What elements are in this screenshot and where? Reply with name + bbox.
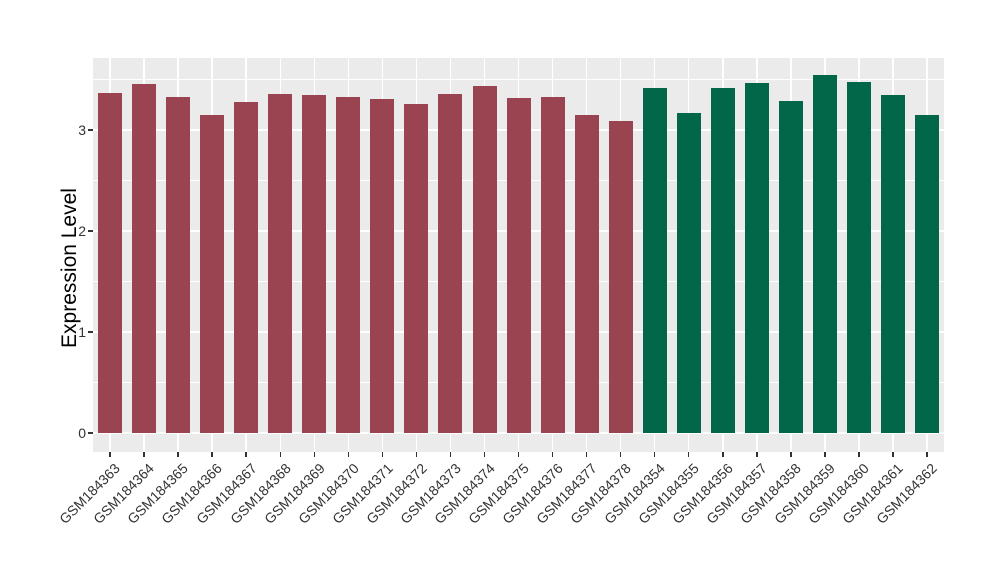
x-tick: [245, 452, 247, 457]
y-tick-label: 0: [78, 424, 86, 441]
bar-GSM184354: [642, 88, 667, 433]
x-tick: [449, 452, 452, 457]
x-tick: [551, 452, 554, 457]
bar-GSM184366: [200, 114, 225, 433]
bar-GSM184359: [812, 75, 837, 433]
x-tick: [585, 452, 588, 457]
y-tick: [88, 129, 93, 131]
plot-panel: [93, 58, 944, 452]
x-tick: [381, 452, 384, 457]
bar-GSM184358: [778, 101, 803, 433]
x-tick: [892, 452, 894, 457]
bar-GSM184368: [268, 94, 293, 433]
y-tick: [88, 331, 93, 333]
x-tick: [653, 452, 656, 457]
x-tick: [722, 452, 724, 457]
x-tick: [347, 452, 349, 457]
bar-GSM184356: [710, 88, 735, 433]
x-tick: [211, 452, 213, 457]
y-tick: [88, 432, 93, 434]
bar-GSM184365: [166, 97, 191, 433]
y-tick-label: 1: [78, 323, 86, 340]
x-tick: [824, 452, 826, 457]
x-tick: [756, 452, 758, 457]
bar-GSM184363: [98, 93, 122, 433]
x-tick: [790, 452, 792, 457]
bar-GSM184357: [744, 83, 769, 433]
bar-GSM184361: [880, 95, 905, 433]
bar-GSM184369: [302, 95, 327, 433]
bar-GSM184362: [915, 114, 939, 433]
bar-GSM184370: [336, 97, 361, 433]
x-tick: [109, 452, 111, 457]
x-tick: [687, 452, 690, 457]
bar-GSM184372: [404, 103, 429, 433]
bar-GSM184355: [676, 112, 701, 433]
y-tick: [88, 230, 93, 232]
bar-GSM184371: [370, 99, 395, 433]
bar-GSM184375: [506, 98, 531, 433]
x-tick: [143, 452, 145, 457]
bar-GSM184364: [132, 84, 157, 433]
x-tick: [415, 452, 418, 457]
y-tick-label: 2: [78, 222, 86, 239]
x-tick: [517, 452, 520, 457]
bar-GSM184374: [472, 86, 497, 433]
x-tick: [858, 452, 860, 457]
x-tick: [483, 452, 486, 457]
bar-GSM184377: [574, 114, 599, 433]
x-tick: [619, 452, 622, 457]
bar-GSM184376: [540, 97, 565, 433]
y-tick-label: 3: [78, 121, 86, 138]
bar-GSM184378: [608, 120, 633, 433]
x-tick: [313, 452, 315, 457]
bar-GSM184360: [846, 82, 871, 433]
x-tick: [177, 452, 179, 457]
x-tick: [926, 452, 928, 457]
bar-GSM184373: [438, 94, 463, 433]
x-tick: [279, 452, 281, 457]
bar-GSM184367: [234, 102, 259, 433]
